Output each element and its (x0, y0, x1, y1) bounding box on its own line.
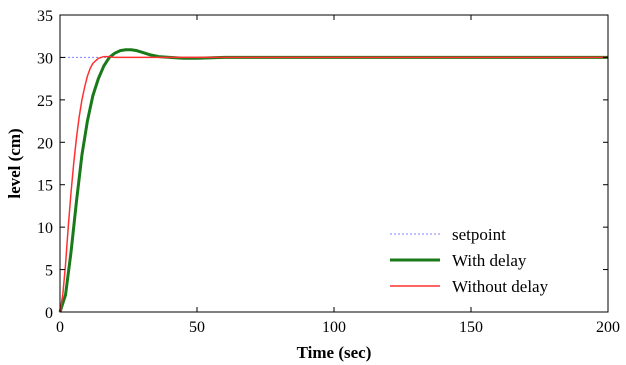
x-tick-label: 50 (189, 319, 205, 336)
y-axis-label: level (cm) (5, 128, 24, 198)
y-tick-label: 5 (45, 263, 53, 280)
y-tick-label: 30 (37, 50, 53, 67)
legend-label: Without delay (452, 277, 549, 296)
series-line-with-delay (58, 48, 608, 313)
x-tick-label: 0 (56, 319, 64, 336)
legend: setpoint With delay Without delay (390, 225, 549, 296)
y-tick-label: 10 (37, 220, 53, 237)
series-line-without-delay (59, 55, 608, 313)
x-axis-label: Time (sec) (297, 343, 372, 362)
ticks-layer: 0 50 100 150 200 0 5 10 15 20 25 30 35 (37, 8, 620, 336)
legend-label: setpoint (452, 225, 506, 244)
plot-layer (58, 48, 608, 313)
x-tick-label: 200 (596, 319, 620, 336)
y-tick-label: 0 (45, 305, 53, 322)
legend-label: With delay (452, 251, 527, 270)
y-tick-label: 25 (37, 93, 53, 110)
y-tick-label: 35 (37, 8, 53, 25)
y-tick-label: 20 (37, 135, 53, 152)
y-tick-label: 15 (37, 178, 53, 195)
x-tick-label: 100 (322, 319, 346, 336)
x-tick-label: 150 (459, 319, 483, 336)
